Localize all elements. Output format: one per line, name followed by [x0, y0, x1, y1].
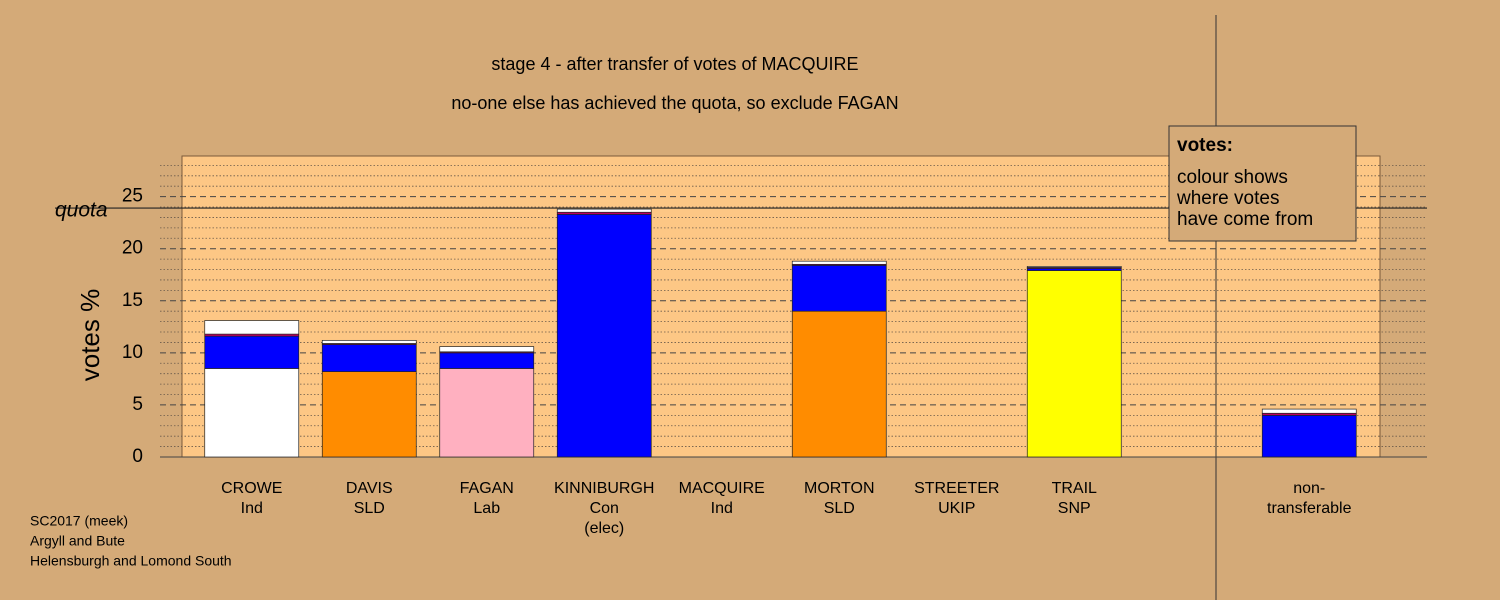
x-tick-label: MORTON	[804, 480, 875, 497]
bar-segment	[439, 368, 535, 458]
x-tick-label: SNP	[1058, 500, 1091, 517]
x-tick-label: Lab	[473, 500, 500, 517]
y-tick-label: 25	[122, 186, 143, 207]
y-tick-label: 20	[122, 238, 143, 259]
x-tick-label: SLD	[824, 500, 855, 517]
bar-segment	[321, 344, 417, 372]
legend-text: colour shows	[1177, 167, 1288, 188]
footer: SC2017 (meek)	[30, 513, 128, 529]
x-tick-label: FAGAN	[460, 480, 514, 497]
x-tick-label: (elec)	[584, 520, 624, 537]
x-tick-label: non-	[1293, 480, 1325, 497]
bar-segment	[556, 208, 652, 213]
x-tick-label: DAVIS	[346, 480, 393, 497]
y-axis-label: votes %	[75, 289, 105, 382]
legend-text: where votes	[1176, 188, 1279, 209]
chart-subtitle: no-one else has achieved the quota, so e…	[451, 93, 898, 113]
legend-box	[1168, 125, 1357, 242]
x-tick-label: STREETER	[914, 480, 999, 497]
x-tick-label: transferable	[1267, 500, 1352, 517]
bar-segment	[1261, 414, 1357, 458]
y-tick-label: 15	[122, 290, 143, 311]
y-tick-label: 10	[122, 342, 143, 363]
x-tick-label: MACQUIRE	[679, 480, 765, 497]
legend-title: votes:	[1177, 135, 1233, 156]
bar-segment	[439, 352, 535, 369]
footer: Argyll and Bute	[30, 533, 125, 549]
y-tick-label: 5	[132, 394, 143, 415]
bar-segment	[321, 339, 417, 344]
bar-segment	[791, 260, 887, 265]
x-tick-label: SLD	[354, 500, 385, 517]
bar-segment	[791, 265, 887, 312]
bar-segment	[791, 310, 887, 458]
legend-text: have come from	[1177, 209, 1313, 230]
bar-segment	[1026, 270, 1122, 458]
x-tick-label: UKIP	[938, 500, 975, 517]
bar-segment	[204, 320, 300, 335]
x-tick-label: CROWE	[221, 480, 282, 497]
x-tick-label: KINNIBURGH	[554, 480, 654, 497]
quota-label: quota	[55, 199, 108, 222]
bar-segment	[439, 346, 535, 353]
footer: Helensburgh and Lomond South	[30, 553, 232, 569]
x-tick-label: TRAIL	[1052, 480, 1097, 497]
x-tick-label: Con	[590, 500, 619, 517]
x-tick-label: Ind	[711, 500, 733, 517]
chart-title: stage 4 - after transfer of votes of MAC…	[491, 54, 858, 74]
y-tick-label: 0	[132, 446, 143, 467]
bar-segment	[556, 213, 652, 458]
bar-segment	[321, 371, 417, 458]
x-tick-label: Ind	[241, 500, 263, 517]
bar-segment	[204, 368, 300, 458]
bar-segment	[1026, 266, 1122, 268]
bar-segment	[204, 335, 300, 369]
bar-segment	[1261, 408, 1357, 414]
